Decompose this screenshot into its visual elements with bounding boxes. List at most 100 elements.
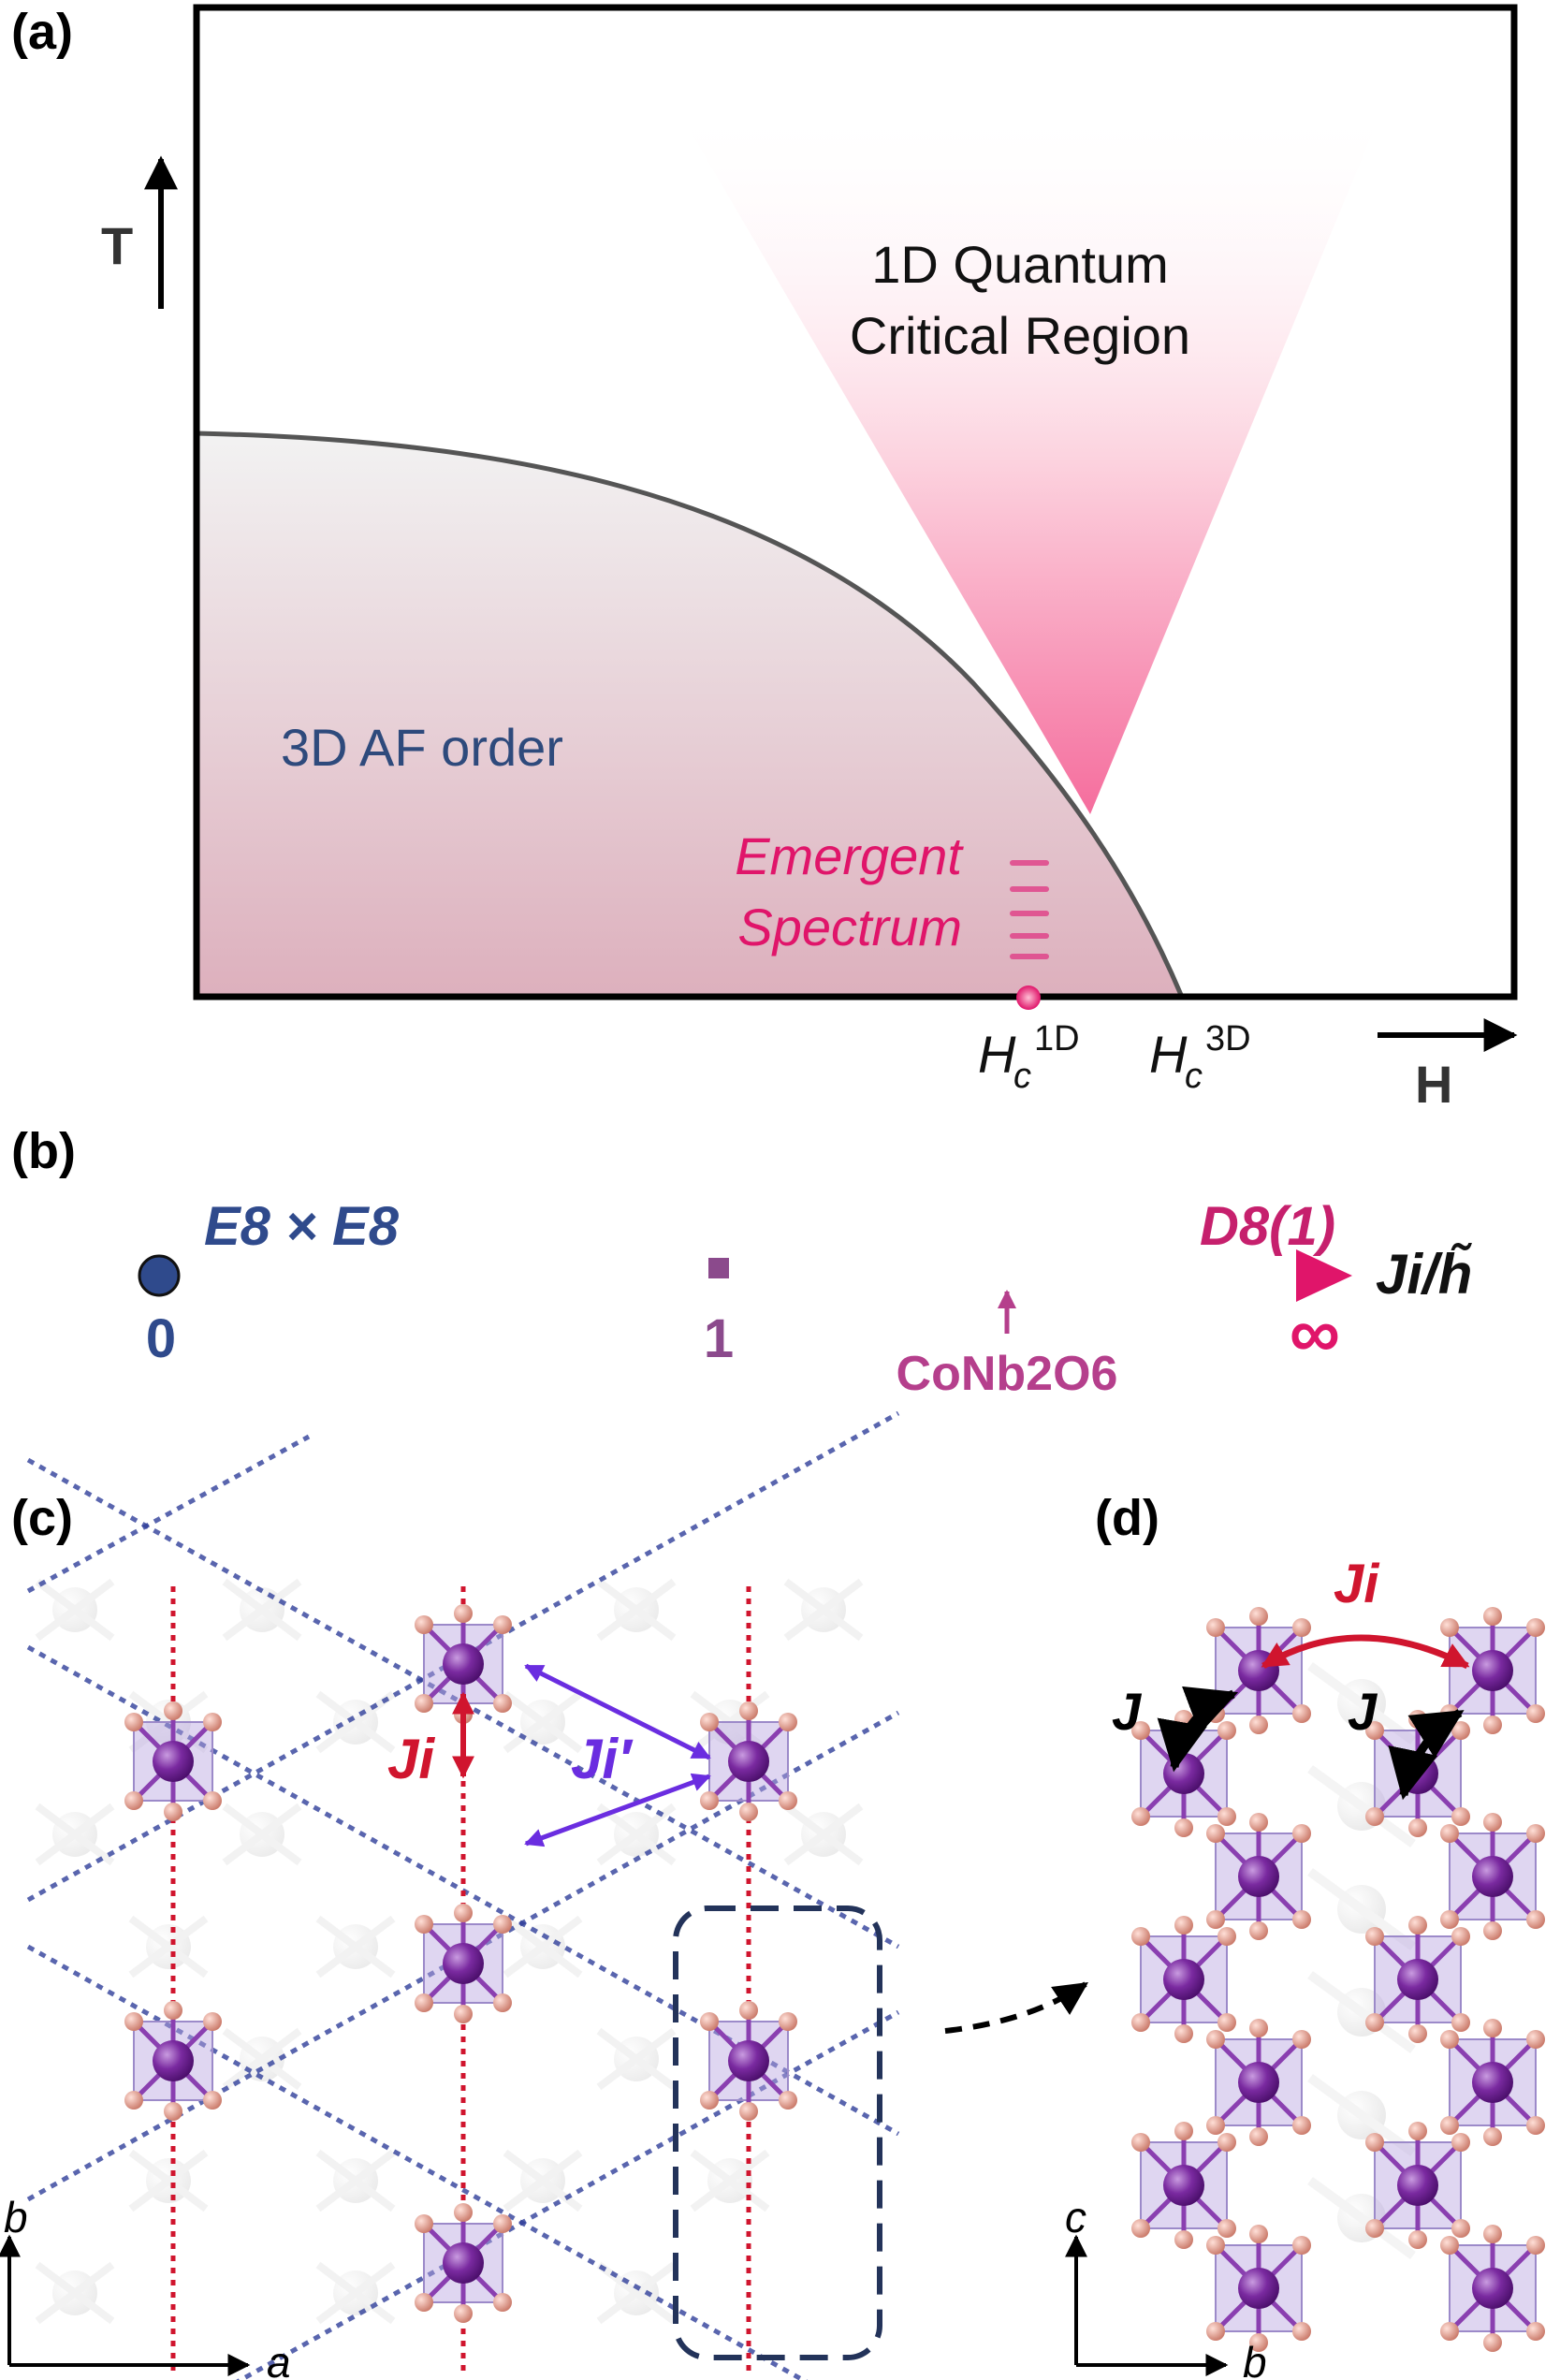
oxygen-atom bbox=[1526, 1618, 1545, 1637]
cobalt-atom bbox=[728, 1741, 769, 1782]
oxygen-atom bbox=[415, 1993, 433, 2012]
ji-prime-arrow-lower bbox=[524, 1773, 711, 1847]
panel-c: (c) Ji Ji′ b a bbox=[0, 1410, 900, 2380]
oxygen-atom bbox=[1249, 2225, 1268, 2243]
cobalt-atom bbox=[153, 1741, 194, 1782]
oxygen-atom bbox=[739, 2102, 758, 2121]
cobalt-atom bbox=[1472, 1650, 1513, 1691]
phase-boundary bbox=[196, 431, 1184, 996]
oxygen-atom bbox=[454, 2203, 473, 2222]
oxygen-atom bbox=[493, 2293, 512, 2312]
cobalt-atom bbox=[1397, 1959, 1438, 2000]
oxygen-atom bbox=[1440, 1824, 1459, 1843]
co-octahedron bbox=[1206, 2019, 1311, 2146]
oxygen-atom bbox=[739, 1701, 758, 1720]
co-octahedron bbox=[415, 1604, 512, 1724]
ghost-bond bbox=[315, 2261, 396, 2325]
co-octahedron bbox=[1440, 2019, 1545, 2146]
t-axis-label: T bbox=[101, 216, 133, 275]
co-octahedron bbox=[1440, 1607, 1545, 1734]
ji-arc-d bbox=[1261, 1634, 1470, 1670]
tick-infinity: ∞ bbox=[1290, 1293, 1340, 1373]
oxygen-atom bbox=[1292, 1910, 1311, 1929]
oxygen-atom bbox=[164, 1803, 182, 1821]
co-octahedron bbox=[124, 2001, 222, 2121]
panel-d-label: (d) bbox=[1095, 1490, 1159, 1546]
oxygen-atom bbox=[493, 2214, 512, 2233]
hc3d-label: H c 3D bbox=[1149, 1019, 1251, 1096]
ghost-bond bbox=[1307, 2176, 1416, 2260]
oxygen-atom bbox=[1131, 1807, 1150, 1826]
oxygen-atom bbox=[493, 1915, 512, 1934]
oxygen-atom bbox=[124, 1791, 143, 1810]
oxygen-atom bbox=[1408, 2024, 1427, 2043]
coupling-axis-arrowhead bbox=[1296, 1249, 1352, 1302]
oxygen-atom bbox=[1206, 1824, 1225, 1843]
oxygen-atom bbox=[1206, 2116, 1225, 2135]
oxygen-atom bbox=[164, 2001, 182, 2020]
oxygen-atom bbox=[454, 2005, 473, 2023]
oxygen-atom bbox=[454, 1904, 473, 1922]
oxygen-atom bbox=[779, 2012, 797, 2031]
oxygen-atom bbox=[700, 1713, 719, 1731]
oxygen-atom bbox=[1451, 2133, 1470, 2152]
oxygen-atom bbox=[1217, 2133, 1236, 2152]
co-octahedron bbox=[1440, 2225, 1545, 2352]
oxygen-atom bbox=[1292, 2116, 1311, 2135]
oxygen-atom bbox=[1206, 1618, 1225, 1637]
emergent-label-2: Spectrum bbox=[737, 898, 962, 956]
co-octahedron bbox=[1365, 1710, 1470, 1837]
oxygen-atom bbox=[739, 2001, 758, 2020]
oxygen-atom bbox=[1451, 2219, 1470, 2238]
material-label: CoNb2O6 bbox=[897, 1347, 1118, 1401]
oxygen-atom bbox=[1526, 2116, 1545, 2135]
oxygen-atom bbox=[1365, 2013, 1384, 2032]
oxygen-atom bbox=[1249, 1921, 1268, 1940]
oxygen-atom bbox=[739, 1803, 758, 1821]
oxygen-atom bbox=[1451, 1807, 1470, 1826]
oxygen-atom bbox=[415, 2214, 433, 2233]
spectrum-levels bbox=[1010, 860, 1049, 959]
origin-point bbox=[138, 1254, 181, 1297]
oxygen-atom bbox=[700, 2012, 719, 2031]
ji-label: Ji bbox=[387, 1728, 435, 1790]
interchain-bond-line bbox=[26, 1434, 311, 1594]
cobalt-atom bbox=[443, 1643, 484, 1685]
oxygen-atom bbox=[700, 1791, 719, 1810]
co-octahedron bbox=[1206, 1607, 1311, 1734]
oxygen-atom bbox=[493, 1615, 512, 1634]
cobalt-atom bbox=[443, 1943, 484, 1984]
oxygen-atom bbox=[1206, 2030, 1225, 2049]
cobalt-atom bbox=[1238, 2268, 1279, 2309]
oxygen-atom bbox=[1408, 2122, 1427, 2140]
co-octahedron bbox=[1131, 1916, 1236, 2043]
svg-text:H: H bbox=[1149, 1025, 1188, 1084]
hc1d-point bbox=[1016, 986, 1041, 1010]
oxygen-atom bbox=[1217, 1721, 1236, 1740]
oxygen-atom bbox=[1408, 1818, 1427, 1837]
background-lattice-d bbox=[1307, 1661, 1416, 2260]
oxygen-atom bbox=[124, 1713, 143, 1731]
af-order-region bbox=[197, 433, 1181, 995]
oxygen-atom bbox=[1483, 1607, 1502, 1626]
cobalt-octahedra bbox=[124, 1604, 797, 2323]
oxygen-atom bbox=[1365, 1807, 1384, 1826]
oxygen-atom bbox=[1526, 1824, 1545, 1843]
ghost-bond bbox=[503, 2149, 583, 2212]
ghost-bond bbox=[596, 2261, 677, 2325]
critical-region-cone bbox=[674, 103, 1385, 814]
oxygen-atom bbox=[1440, 1910, 1459, 1929]
oxygen-atom bbox=[1174, 1818, 1193, 1837]
oxygen-atom bbox=[1451, 1927, 1470, 1946]
oxygen-atom bbox=[1249, 2333, 1268, 2352]
ghost-bond bbox=[315, 1690, 396, 1754]
oxygen-atom bbox=[203, 1713, 222, 1731]
oxygen-atom bbox=[1483, 1813, 1502, 1832]
ghost-bond bbox=[128, 1915, 209, 1978]
cobalt-atom bbox=[1163, 1959, 1204, 2000]
oxygen-atom bbox=[164, 1701, 182, 1720]
oxygen-atom bbox=[1249, 1716, 1268, 1734]
oxygen-atom bbox=[1440, 1618, 1459, 1637]
oxygen-atom bbox=[1131, 1927, 1150, 1946]
axis-b-label-d: b bbox=[1243, 2338, 1267, 2380]
